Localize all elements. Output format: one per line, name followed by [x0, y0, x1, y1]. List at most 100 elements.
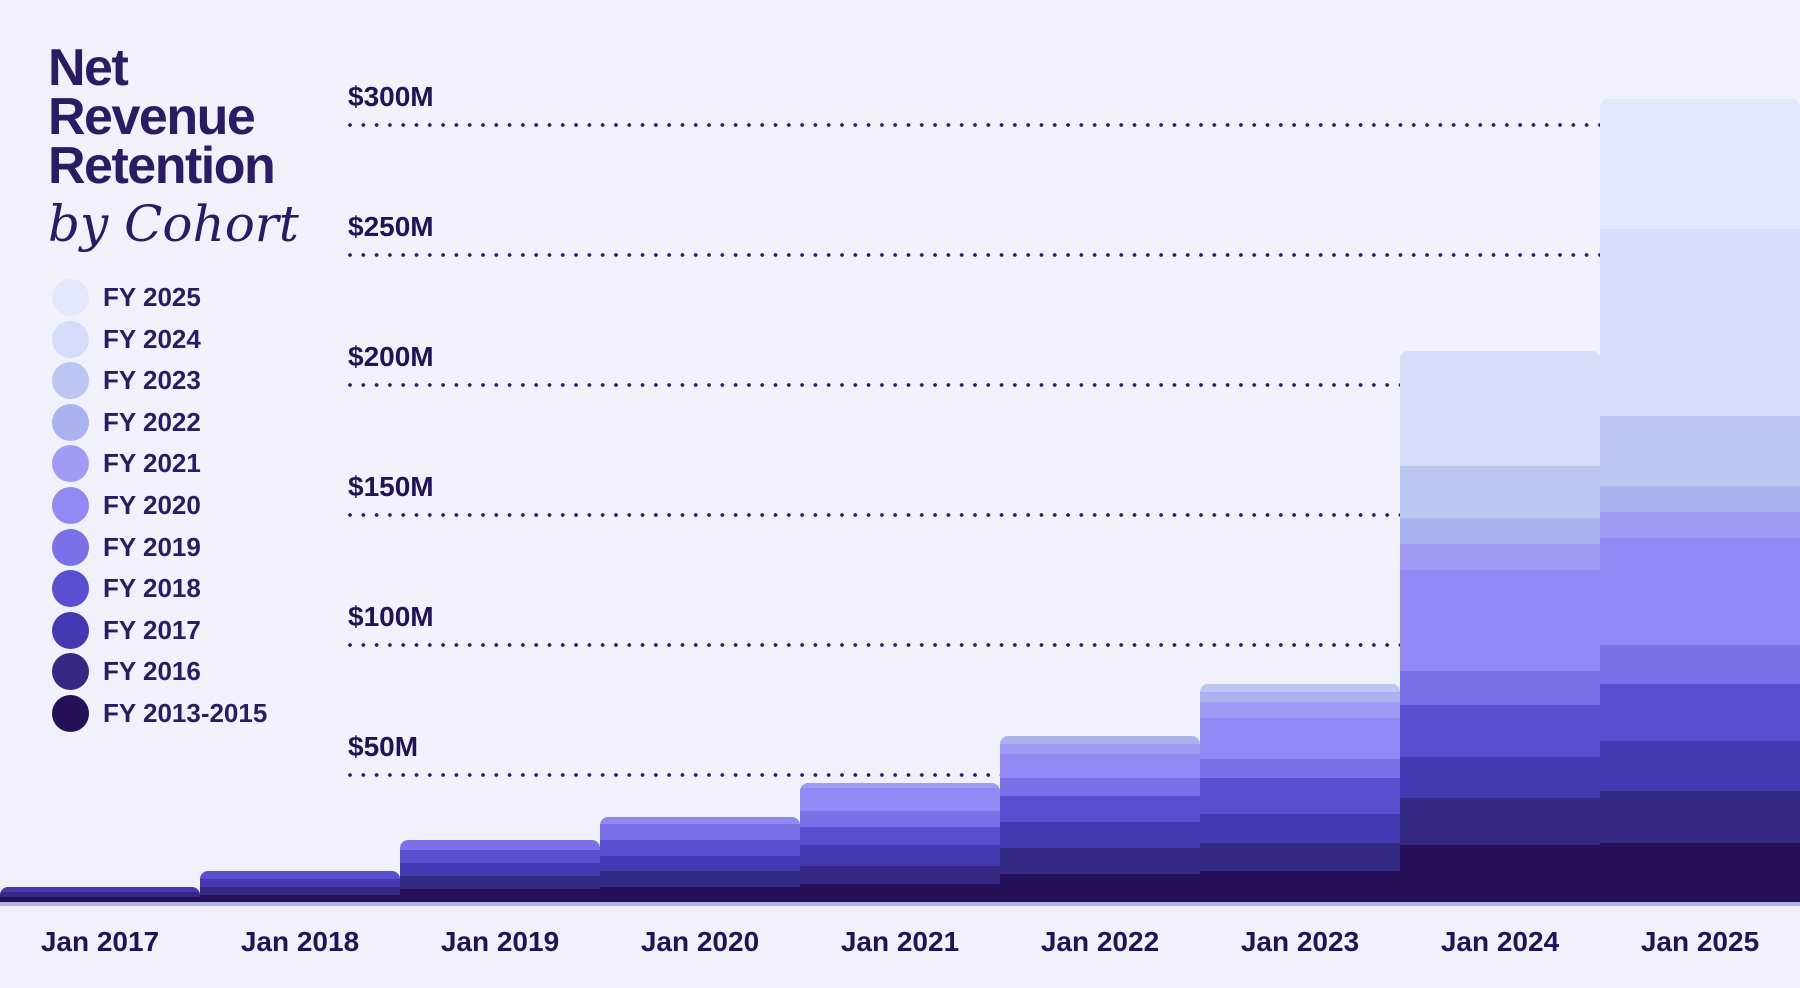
- stack-jan-2019: [400, 840, 600, 905]
- band-fy-2016: [200, 886, 400, 895]
- legend-label: FY 2022: [103, 406, 201, 437]
- legend-item-fy-2025: FY 2025: [52, 279, 267, 316]
- band-fy-2025: [1600, 99, 1800, 229]
- y-axis-tick-label: $150M: [348, 471, 434, 502]
- band-fy-2013-2015: [1200, 871, 1400, 905]
- band-fy-2013-2015: [1600, 842, 1800, 905]
- band-fy-2017: [0, 886, 200, 892]
- legend-item-fy-2019: FY 2019: [52, 528, 267, 566]
- band-fy-2013-2015: [1000, 873, 1200, 905]
- legend-label: FY 2025: [103, 282, 201, 312]
- gridline-200m: [348, 383, 1800, 387]
- legend-swatch-icon: [52, 445, 89, 483]
- legend-item-fy-2022: FY 2022: [52, 403, 267, 441]
- band-fy-2013-2015: [400, 889, 600, 905]
- y-axis-tick-label: $300M: [348, 81, 434, 112]
- gridline-100m: [348, 643, 1800, 647]
- band-fy-2020: [1200, 717, 1400, 760]
- band-fy-2017: [1600, 741, 1800, 791]
- band-fy-2020: [1000, 754, 1200, 778]
- cohort-legend: FY 2025 FY 2024 FY 2023 FY 2022 FY 2021 FY 20…: [52, 279, 267, 737]
- gridline-150m: [348, 513, 1800, 517]
- band-fy-2024: [1400, 351, 1600, 466]
- band-fy-2016: [800, 865, 1000, 885]
- band-fy-2018: [400, 850, 600, 864]
- band-fy-2022: [1000, 736, 1200, 744]
- legend-label: FY 2013-2015: [103, 697, 268, 728]
- band-fy-2013-2015: [200, 894, 400, 905]
- band-fy-2016: [600, 871, 800, 887]
- legend-label: FY 2024: [103, 323, 201, 354]
- baseline-strip: [0, 902, 1800, 906]
- legend-label: FY 2019: [103, 531, 201, 562]
- chart-subtitle: by Cohort: [48, 195, 299, 253]
- band-fy-2018: [1000, 795, 1200, 822]
- x-axis-label: Jan 2025: [1640, 926, 1760, 957]
- legend-swatch-icon: [52, 694, 89, 732]
- legend-item-fy-2020: FY 2020: [52, 486, 267, 524]
- band-fy-2017: [200, 878, 400, 887]
- y-axis-tick-label: $100M: [348, 601, 434, 632]
- band-fy-2017: [1400, 756, 1600, 799]
- band-fy-2017: [1000, 821, 1200, 848]
- band-fy-2016: [1000, 847, 1200, 874]
- title-line-1: Net: [48, 39, 129, 97]
- band-fy-2016: [1200, 842, 1400, 872]
- band-fy-2020: [800, 787, 1000, 812]
- legend-item-fy-2023: FY 2023: [52, 362, 267, 400]
- band-fy-2013-2015: [600, 886, 800, 905]
- legend-swatch-icon: [52, 528, 89, 566]
- x-axis-label: Jan 2024: [1440, 926, 1560, 957]
- band-fy-2019: [1200, 759, 1400, 778]
- band-fy-2023: [1200, 684, 1400, 692]
- y-axis-tick-label: $250M: [348, 211, 434, 242]
- band-fy-2021: [1000, 743, 1200, 755]
- band-fy-2024: [1600, 229, 1800, 417]
- band-fy-2017: [400, 863, 600, 877]
- band-fy-2018: [800, 826, 1000, 846]
- stack-jan-2022: [1000, 736, 1200, 905]
- band-fy-2021: [1400, 543, 1600, 570]
- stack-jan-2018: [200, 871, 400, 905]
- legend-item-fy-2013-2015: FY 2013-2015: [52, 694, 268, 732]
- band-fy-2017: [600, 855, 800, 872]
- gridline-250m: [348, 253, 1800, 257]
- legend-swatch-icon: [52, 570, 89, 608]
- chart-title: Net Revenue Retention by Cohort: [48, 39, 299, 253]
- band-fy-2023: [1600, 416, 1800, 487]
- legend-swatch-icon: [52, 362, 89, 400]
- stack-jan-2025: [1600, 99, 1800, 905]
- band-fy-2021: [800, 782, 1000, 788]
- legend-swatch-icon: [52, 611, 89, 649]
- x-axis-label: Jan 2019: [440, 926, 560, 957]
- band-fy-2019: [1400, 670, 1600, 705]
- legend-label: FY 2023: [103, 365, 201, 396]
- legend-item-fy-2018: FY 2018: [52, 570, 267, 608]
- x-axis-label: Jan 2020: [640, 926, 760, 957]
- band-fy-2019: [1000, 777, 1200, 796]
- band-fy-2020: [1600, 538, 1800, 645]
- x-axis-label: Jan 2021: [840, 926, 960, 957]
- band-fy-2016: [1400, 798, 1600, 846]
- stack-jan-2020: [600, 816, 800, 905]
- band-fy-2023: [1400, 465, 1600, 518]
- band-fy-2022: [1200, 691, 1400, 703]
- band-fy-2017: [800, 845, 1000, 866]
- stack-jan-2021: [800, 782, 1000, 905]
- band-fy-2016: [0, 891, 200, 898]
- band-fy-2022: [1400, 517, 1600, 544]
- legend-swatch-icon: [52, 320, 89, 358]
- legend-label: FY 2020: [103, 489, 201, 520]
- y-axis-tick-label: $50M: [348, 731, 419, 762]
- y-axis-tick-label: $200M: [348, 341, 434, 372]
- title-line-3: Retention: [48, 137, 276, 195]
- legend-swatch-icon: [52, 403, 89, 441]
- x-axis-label: Jan 2022: [1040, 926, 1160, 957]
- x-axis-label: Jan 2017: [40, 926, 160, 957]
- stack-jan-2023: [1200, 684, 1400, 905]
- x-axis-label: Jan 2018: [240, 926, 360, 957]
- legend-item-fy-2016: FY 2016: [52, 653, 267, 691]
- legend-label: FY 2018: [103, 573, 201, 604]
- gridline-300m: [348, 123, 1800, 127]
